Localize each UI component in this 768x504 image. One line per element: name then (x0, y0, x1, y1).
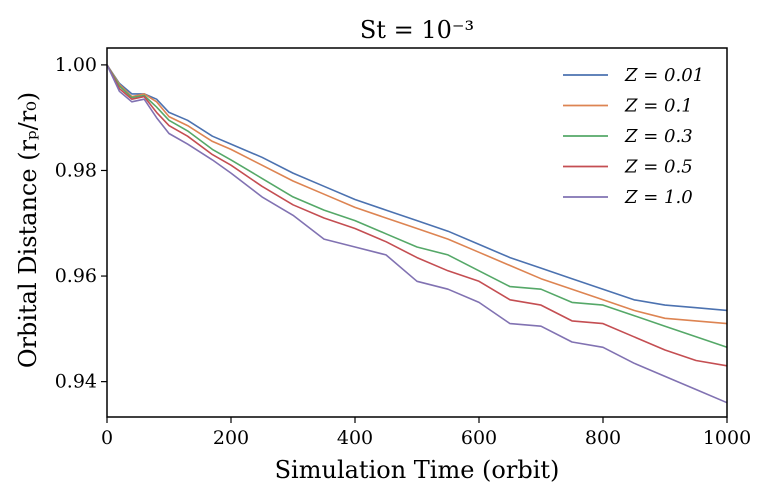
legend-label-2: Z = 0.3 (624, 126, 693, 147)
y-axis-title: Orbital Distance (rₚ/r₀) (14, 92, 42, 368)
chart-title: St = 10⁻³ (360, 16, 474, 44)
series-line-0 (106, 64, 728, 312)
x-tick-label: 800 (585, 427, 621, 449)
series-layer (106, 64, 728, 404)
plot-frame (106, 47, 728, 418)
series-line-4 (106, 64, 728, 404)
y-tick-label: 0.98 (55, 159, 97, 181)
series-line-1 (106, 64, 728, 325)
y-tick-label: 1.00 (55, 54, 97, 76)
legend-label-3: Z = 0.5 (624, 157, 693, 178)
x-tick-label: 400 (337, 427, 373, 449)
plot-area: 0 200 400 600 800 1000 0.94 0.96 0.98 1.00 (55, 47, 751, 449)
x-tick-label: 0 (101, 427, 113, 449)
series-line-2 (106, 64, 728, 349)
x-tick-label: 200 (213, 427, 249, 449)
y-tick-label: 0.96 (55, 265, 97, 287)
legend-label-1: Z = 0.1 (624, 96, 693, 117)
x-tick-label: 600 (461, 427, 497, 449)
y-tick-label: 0.94 (55, 371, 97, 393)
x-tick-label: 1000 (703, 427, 751, 449)
axis-ticks: 0 200 400 600 800 1000 0.94 0.96 0.98 1.00 (55, 54, 751, 449)
legend-label-4: Z = 1.0 (624, 187, 693, 208)
x-axis-title: Simulation Time (orbit) (275, 456, 560, 484)
series-line-3 (106, 64, 728, 367)
legend-label-0: Z = 0.01 (624, 65, 704, 86)
legend: Z = 0.01 Z = 0.1 Z = 0.3 Z = 0.5 Z = 1.0 (563, 65, 704, 208)
